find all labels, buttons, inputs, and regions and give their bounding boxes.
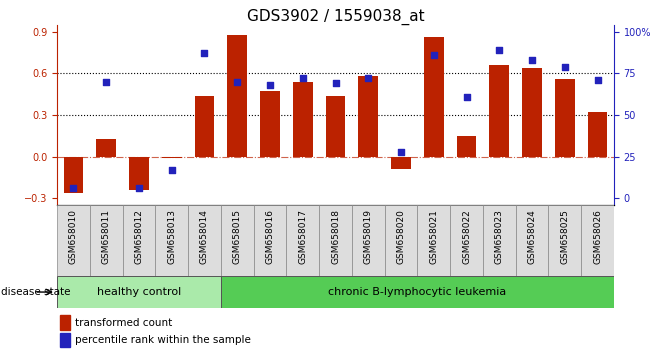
Text: chronic B-lymphocytic leukemia: chronic B-lymphocytic leukemia [328,287,507,297]
Text: transformed count: transformed count [75,318,172,328]
Bar [254,205,287,276]
Text: GSM658014: GSM658014 [200,209,209,264]
Bar [155,205,188,276]
Text: GSM658023: GSM658023 [495,209,504,264]
Bar [287,205,319,276]
Bar [64,157,83,193]
Bar [319,205,352,276]
Bar [60,315,70,330]
Bar [391,157,411,169]
Point [199,51,210,56]
Bar [483,205,516,276]
Point [232,79,243,85]
Text: GSM658022: GSM658022 [462,209,471,264]
Bar [97,139,116,157]
Bar [457,136,476,157]
Text: GSM658024: GSM658024 [527,209,537,264]
Bar [516,205,548,276]
Bar [384,205,417,276]
Text: GSM658025: GSM658025 [560,209,569,264]
Text: GSM658018: GSM658018 [331,209,340,264]
Text: GSM658016: GSM658016 [266,209,274,264]
Text: GSM658017: GSM658017 [298,209,307,264]
Bar [195,96,214,157]
Bar [588,112,607,157]
Bar [489,65,509,157]
Bar [548,205,581,276]
Point [592,77,603,83]
Bar [221,276,614,308]
Bar [450,205,483,276]
Point [494,47,505,53]
Text: GSM658020: GSM658020 [397,209,405,264]
Title: GDS3902 / 1559038_at: GDS3902 / 1559038_at [247,8,424,25]
Bar [417,205,450,276]
Point [461,94,472,99]
Bar [221,205,254,276]
Point [560,64,570,69]
Bar [227,34,247,157]
Point [68,185,79,191]
Bar [60,332,70,347]
Bar [358,76,378,157]
Bar [293,82,313,157]
Point [166,167,177,173]
Bar [424,37,444,157]
Bar [260,91,280,157]
Bar [325,96,346,157]
Text: GSM658021: GSM658021 [429,209,438,264]
Bar [90,205,123,276]
Text: GSM658011: GSM658011 [102,209,111,264]
Text: percentile rank within the sample: percentile rank within the sample [75,335,251,345]
Bar [522,68,542,157]
Bar [123,205,155,276]
Text: GSM658026: GSM658026 [593,209,602,264]
Point [134,185,144,191]
Point [264,82,275,88]
Point [428,52,439,58]
Bar [129,157,149,190]
Point [527,57,537,63]
Bar [188,205,221,276]
Bar [581,205,614,276]
Bar [352,205,384,276]
Bar [162,157,182,158]
Bar [555,79,574,157]
Text: GSM658015: GSM658015 [233,209,242,264]
Point [363,75,374,81]
Bar [57,205,90,276]
Text: disease state: disease state [1,287,70,297]
Bar [57,276,221,308]
Text: healthy control: healthy control [97,287,181,297]
Point [330,81,341,86]
Point [396,149,407,155]
Point [101,79,111,85]
Point [297,75,308,81]
Text: GSM658012: GSM658012 [134,209,144,264]
Text: GSM658013: GSM658013 [167,209,176,264]
Text: GSM658010: GSM658010 [69,209,78,264]
Text: GSM658019: GSM658019 [364,209,373,264]
